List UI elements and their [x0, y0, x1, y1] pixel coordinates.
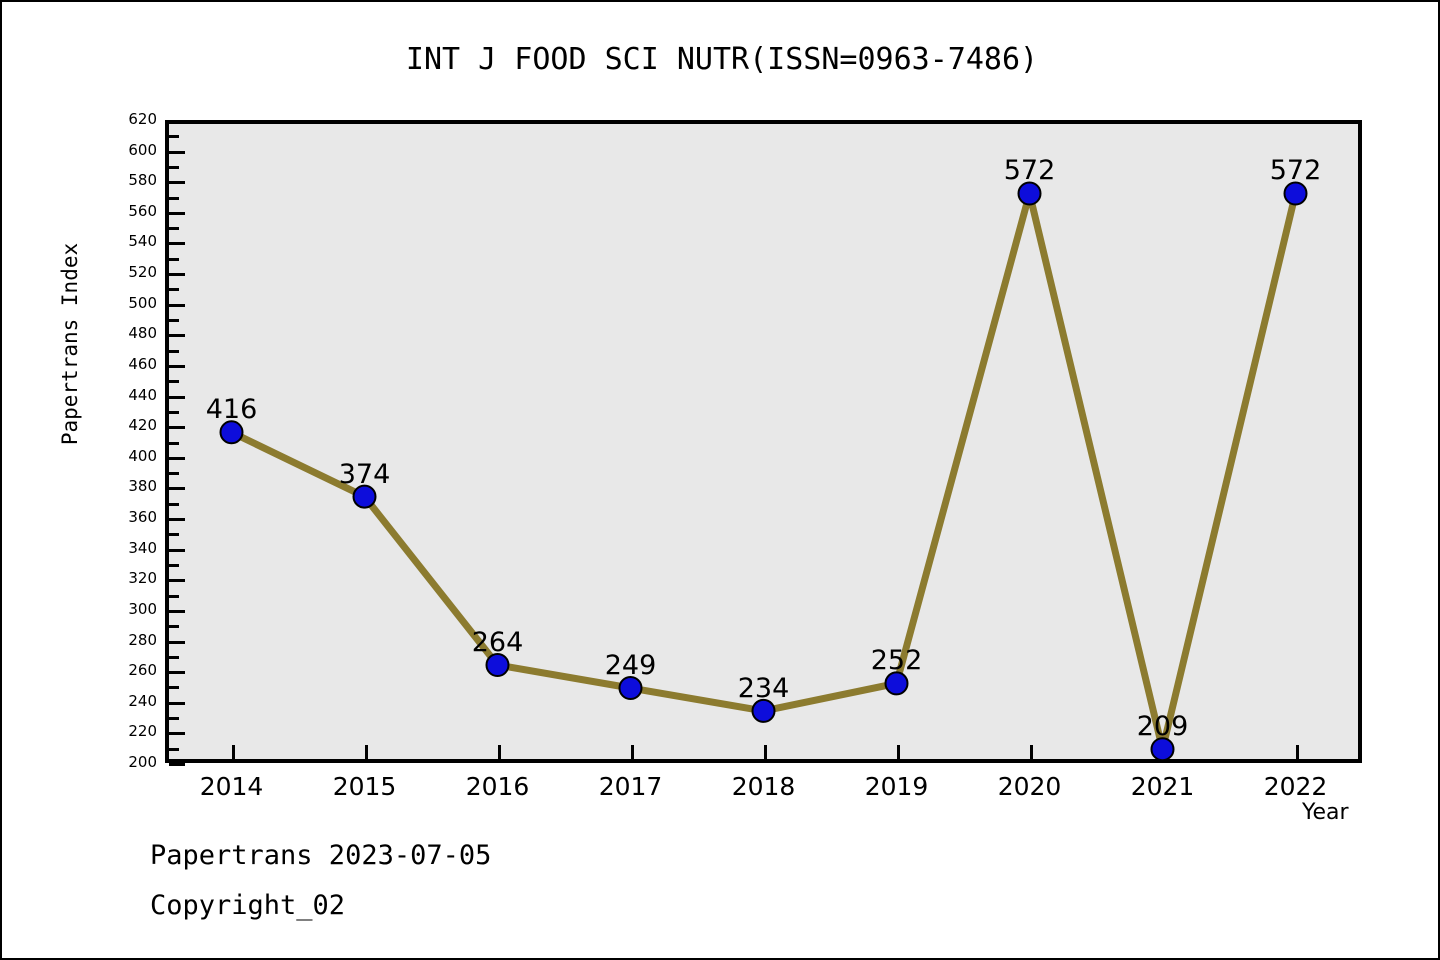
- y-axis-minor-tick-mark: [169, 563, 179, 567]
- y-axis-tick-label: 360: [128, 508, 157, 527]
- data-point-label: 252: [870, 645, 923, 677]
- x-axis-tick-label: 2015: [332, 772, 397, 801]
- footer-date: Papertrans 2023-07-05: [150, 840, 492, 871]
- y-axis-minor-tick-mark: [169, 410, 179, 414]
- data-point-label: 209: [1136, 711, 1189, 743]
- x-axis-tick-label: 2016: [465, 772, 530, 801]
- y-axis-tick-mark: [169, 732, 185, 736]
- x-axis-tick-label: 2021: [1130, 772, 1195, 801]
- y-axis-minor-tick-mark: [169, 319, 179, 323]
- y-axis-tick-mark: [169, 181, 185, 185]
- y-axis-tick-mark: [169, 640, 185, 644]
- y-axis-tick-mark: [169, 701, 185, 705]
- x-axis-tick-label: 2019: [864, 772, 929, 801]
- y-axis-minor-tick-mark: [169, 165, 179, 169]
- x-axis-tick-mark: [763, 745, 767, 759]
- y-axis-tick-label: 380: [128, 477, 157, 496]
- y-axis-tick-label: 460: [128, 354, 157, 373]
- y-axis-minor-tick-mark: [169, 441, 179, 445]
- y-axis-tick-mark: [169, 334, 185, 338]
- y-axis-tick-label: 440: [128, 385, 157, 404]
- y-axis-tick-mark: [169, 518, 185, 522]
- y-axis-tick-mark: [169, 609, 185, 613]
- y-axis-minor-tick-mark: [169, 288, 179, 292]
- y-axis-minor-tick-mark: [169, 533, 179, 537]
- y-axis-tick-mark: [169, 273, 185, 277]
- x-axis-tick-mark: [497, 745, 501, 759]
- y-axis-tick-label: 260: [128, 661, 157, 680]
- y-axis-title: Papertrans Index: [58, 242, 82, 446]
- y-axis-minor-tick-mark: [169, 625, 179, 629]
- y-axis-minor-tick-mark: [169, 655, 179, 659]
- x-axis-tick-label: 2017: [598, 772, 663, 801]
- y-axis-minor-tick-mark: [169, 502, 179, 506]
- data-point-label: 416: [205, 394, 258, 426]
- x-axis-tick-label: 2014: [199, 772, 264, 801]
- y-axis-minor-tick-mark: [169, 135, 179, 139]
- y-axis-tick-label: 580: [128, 171, 157, 190]
- y-axis-tick-label: 340: [128, 538, 157, 557]
- y-axis-minor-tick-mark: [169, 686, 179, 690]
- y-axis-minor-tick-mark: [169, 227, 179, 231]
- y-axis-tick-label: 480: [128, 324, 157, 343]
- y-axis-minor-tick-mark: [169, 380, 179, 384]
- y-axis-tick-mark: [169, 120, 185, 123]
- y-axis-tick-mark: [169, 150, 185, 154]
- y-axis-tick-mark: [169, 211, 185, 215]
- y-axis-minor-tick-mark: [169, 257, 179, 261]
- y-axis-tick-label: 400: [128, 446, 157, 465]
- y-axis-minor-tick-mark: [169, 196, 179, 200]
- y-axis-tick-mark: [169, 671, 185, 675]
- y-axis-tick-label: 520: [128, 263, 157, 282]
- y-axis-tick-label: 620: [128, 110, 157, 128]
- data-point-label: 572: [1269, 155, 1322, 187]
- y-axis-tick-mark: [169, 303, 185, 307]
- x-axis-tick-mark: [1162, 745, 1166, 759]
- y-axis-tick-label: 540: [128, 232, 157, 251]
- y-axis-tick-mark: [169, 579, 185, 583]
- x-axis-tick-label: 2022: [1263, 772, 1328, 801]
- y-axis-tick-label: 200: [128, 753, 157, 771]
- data-point-label: 572: [1003, 155, 1056, 187]
- y-axis-tick-label: 560: [128, 201, 157, 220]
- x-axis-tick-mark: [1029, 745, 1033, 759]
- y-axis-tick-label: 220: [128, 722, 157, 741]
- data-point-label: 264: [471, 627, 524, 659]
- y-axis-tick-mark: [169, 548, 185, 552]
- y-axis-tick-mark: [169, 426, 185, 430]
- y-axis-tick-label: 280: [128, 630, 157, 649]
- y-axis-tick-mark: [169, 242, 185, 246]
- chart-title: INT J FOOD SCI NUTR(ISSN=0963-7486): [405, 42, 1039, 77]
- plot-area: [165, 120, 1362, 763]
- y-axis-tick-mark: [169, 364, 185, 368]
- x-axis-tick-mark: [630, 745, 634, 759]
- y-axis-tick-label: 600: [128, 140, 157, 159]
- data-point-label: 234: [737, 672, 790, 704]
- y-axis-tick-mark: [169, 763, 185, 766]
- x-axis-tick-label: 2020: [997, 772, 1062, 801]
- data-point-label: 374: [338, 458, 391, 490]
- y-axis-tick-mark: [169, 487, 185, 491]
- y-axis-tick-label: 500: [128, 293, 157, 312]
- y-axis-tick-mark: [169, 395, 185, 399]
- x-axis-tick-mark: [1295, 745, 1299, 759]
- y-axis-tick-label: 240: [128, 691, 157, 710]
- y-axis-minor-tick-mark: [169, 747, 179, 751]
- x-axis-tick-label: 2018: [731, 772, 796, 801]
- y-axis-minor-tick-mark: [169, 472, 179, 476]
- y-axis-minor-tick-mark: [169, 349, 179, 353]
- y-axis-tick-label: 300: [128, 599, 157, 618]
- x-axis-tick-mark: [896, 745, 900, 759]
- data-point-label: 249: [604, 649, 657, 681]
- y-axis-tick-label: 420: [128, 416, 157, 435]
- x-axis-tick-mark: [364, 745, 368, 759]
- y-axis-minor-tick-mark: [169, 717, 179, 721]
- x-axis-title: Year: [1302, 800, 1349, 825]
- y-axis-tick-mark: [169, 456, 185, 460]
- x-axis-tick-mark: [231, 745, 235, 759]
- y-axis-minor-tick-mark: [169, 594, 179, 598]
- footer-copyright: Copyright_02: [150, 890, 346, 921]
- y-axis-tick-label: 320: [128, 569, 157, 588]
